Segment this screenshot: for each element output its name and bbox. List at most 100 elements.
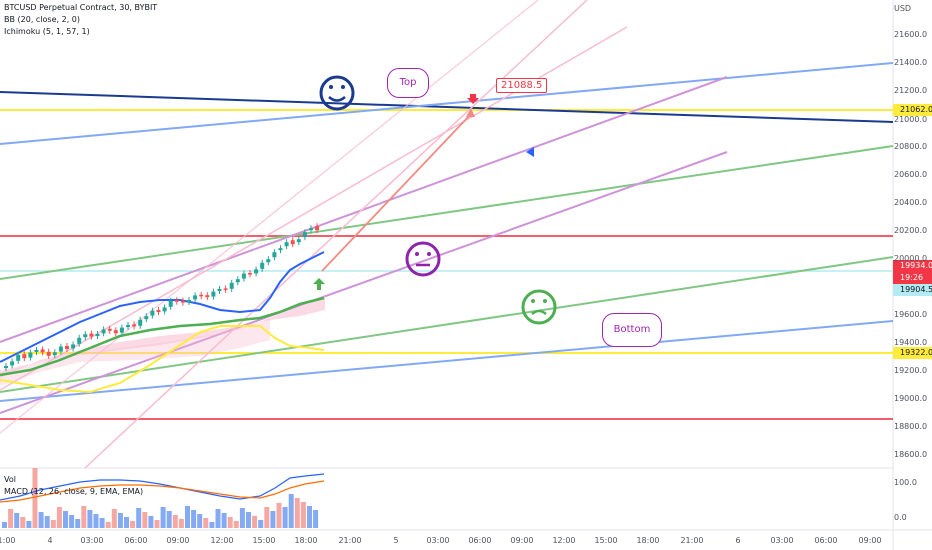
macd-indicator-label[interactable]: MACD (12, 26, close, 9, EMA, EMA) <box>4 487 144 496</box>
volume-bar <box>148 516 154 528</box>
candle-body <box>162 307 167 312</box>
time-tick: 15:00 <box>594 536 618 545</box>
volume-bar <box>117 513 123 528</box>
green-up-arrow[interactable] <box>313 278 325 290</box>
time-tick: 06:00 <box>468 536 492 545</box>
countdown-tag: 19:26 <box>900 273 924 282</box>
top-callout[interactable]: Top <box>387 68 429 98</box>
candle-body <box>107 328 112 331</box>
bb-indicator-label[interactable]: BB (20, close, 2, 0) <box>4 15 80 24</box>
price-tick: 21000.0 <box>894 115 928 124</box>
candle-body <box>272 252 277 258</box>
candle-body <box>193 295 198 300</box>
blue-price-tag: 19904.5 <box>900 285 932 294</box>
currency-label: USD <box>894 4 912 13</box>
volume-bar <box>221 513 227 528</box>
red-down-arrow[interactable] <box>467 94 479 104</box>
yellow-level-tag: 21062.0 <box>900 105 932 114</box>
price-tick: 20600.0 <box>894 170 928 179</box>
volume-bar <box>136 508 142 528</box>
purple-trendline-1[interactable] <box>0 76 728 343</box>
current-price-tag: 19934.0 <box>900 261 932 270</box>
blue-trendline-lower[interactable] <box>0 320 894 402</box>
pink-channel-line-3[interactable] <box>0 0 539 434</box>
volume-bar <box>111 509 117 528</box>
blue-left-arrow[interactable] <box>526 147 534 157</box>
volume-bar <box>105 522 111 528</box>
time-tick: 21:00 <box>0 536 16 545</box>
candle-body <box>16 354 21 361</box>
candle-body <box>150 310 155 316</box>
candle-body <box>223 288 228 290</box>
green-trendline-upper[interactable] <box>0 145 894 280</box>
volume-bar <box>50 520 56 528</box>
candle-body <box>296 239 301 243</box>
candle-body <box>248 273 252 275</box>
time-tick: 06:00 <box>124 536 148 545</box>
price-tick: 19200.0 <box>894 366 928 375</box>
candle-body <box>138 319 143 326</box>
candle-body <box>290 240 295 245</box>
volume-bar <box>233 521 239 528</box>
volume-bar <box>142 512 148 528</box>
time-tick: 4 <box>47 536 53 545</box>
price-tick: 18800.0 <box>894 422 928 431</box>
yellow-low-tag: 19322.0 <box>900 348 932 357</box>
navy-trendline[interactable] <box>0 91 894 123</box>
candle-body <box>77 337 82 344</box>
candle-body <box>260 262 265 269</box>
candle-body <box>235 279 240 283</box>
volume-indicator-label[interactable]: Vol <box>4 475 16 484</box>
volume-bar <box>300 502 306 528</box>
candle-body <box>83 334 88 338</box>
candle-body <box>284 242 289 247</box>
volume-bar <box>38 512 44 528</box>
volume-bar <box>197 514 203 528</box>
macd-line <box>0 473 325 501</box>
projection-arrow[interactable] <box>321 113 472 272</box>
happy-face-icon[interactable] <box>319 75 355 111</box>
sad-face-icon[interactable] <box>521 289 557 325</box>
candle-body <box>199 294 204 297</box>
candle-body <box>126 325 130 327</box>
volume-bar <box>14 513 20 528</box>
blue-trendline-upper[interactable] <box>0 62 894 145</box>
target-price-label[interactable]: 21088.5 <box>496 78 548 93</box>
macd-signal <box>0 480 325 503</box>
volume-bar <box>313 510 319 528</box>
candle-body <box>34 350 39 352</box>
candle-body <box>58 346 63 352</box>
price-tick: 19000.0 <box>894 394 928 403</box>
volume-bar <box>294 498 300 528</box>
volume-bar <box>8 509 14 528</box>
candle-body <box>132 324 137 327</box>
bottom-callout[interactable]: Bottom <box>602 313 662 347</box>
time-tick: 06:00 <box>814 536 838 545</box>
volume-bar <box>209 522 215 528</box>
candle-body <box>113 330 118 334</box>
time-tick: 09:00 <box>510 536 534 545</box>
time-tick: 03:00 <box>426 536 450 545</box>
ichimoku-indicator-label[interactable]: Ichimoku (5, 1, 57, 1) <box>4 27 90 36</box>
candle-body <box>315 226 320 231</box>
volume-bar <box>56 507 62 528</box>
green-trendline-lower[interactable] <box>0 256 894 393</box>
candle-body <box>174 300 179 302</box>
candle-body <box>119 327 124 333</box>
volume-bar <box>185 506 190 528</box>
neutral-face-icon[interactable] <box>405 241 441 277</box>
purple-trendline-2[interactable] <box>0 151 728 414</box>
candle-body <box>22 354 27 359</box>
price-tick: 20800.0 <box>894 142 928 151</box>
volume-bar <box>203 518 209 528</box>
volume-bar <box>270 511 276 528</box>
volume-bar <box>160 507 166 528</box>
candle-body <box>46 351 51 356</box>
volume-bar <box>282 507 288 528</box>
candle-body <box>101 329 106 334</box>
pink-channel-line-1[interactable] <box>84 0 588 469</box>
volume-bar <box>75 519 81 528</box>
time-tick: 09:00 <box>858 536 882 545</box>
